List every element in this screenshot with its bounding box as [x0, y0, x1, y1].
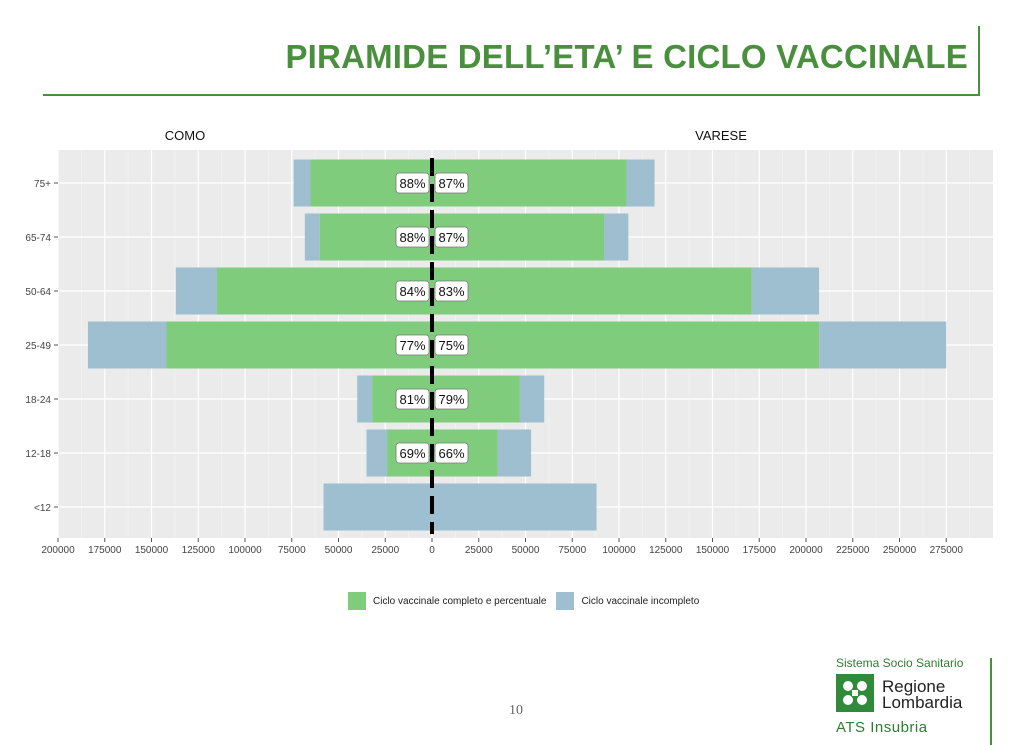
x-tick-label: 150000	[696, 545, 730, 556]
legend-label-incomplete: Ciclo vaccinale incompleto	[581, 595, 700, 607]
percent-label-right: 83%	[438, 284, 464, 299]
logo-side-rule	[990, 658, 992, 745]
y-tick-label: 12-18	[25, 449, 51, 460]
x-tick-label: 150000	[135, 545, 169, 556]
bar-right-complete	[432, 267, 752, 315]
percent-label-box-right	[434, 280, 469, 302]
percent-label-box-left	[395, 388, 430, 410]
x-tick-label: 25000	[371, 545, 399, 556]
bar-left-incomplete	[366, 429, 388, 477]
page-number: 10	[509, 703, 523, 718]
bar-left-incomplete	[304, 213, 320, 261]
x-tick-label: 175000	[88, 545, 122, 556]
y-tick-label: <12	[34, 503, 51, 514]
bar-left-incomplete	[323, 483, 432, 531]
x-tick-label: 50000	[325, 545, 353, 556]
bar-right-incomplete	[497, 429, 532, 477]
logo-system-text: Sistema Socio Sanitario	[836, 656, 964, 670]
percent-label-left: 81%	[399, 392, 425, 407]
logo-ats-text: ATS Insubria	[836, 719, 928, 736]
percent-label-left: 88%	[399, 230, 425, 245]
y-tick-label: 18-24	[25, 395, 51, 406]
bar-right-incomplete	[604, 213, 629, 261]
x-tick-label: 125000	[182, 545, 216, 556]
percent-label-right: 87%	[438, 230, 464, 245]
bar-right-complete	[432, 321, 820, 369]
percent-label-right: 75%	[438, 338, 464, 353]
bar-left-incomplete	[293, 159, 311, 207]
x-tick-label: 100000	[228, 545, 262, 556]
percent-label-box-right	[434, 226, 469, 248]
x-tick-label: 0	[429, 545, 435, 556]
percent-label-left: 88%	[399, 176, 425, 191]
percent-label-left: 77%	[399, 338, 425, 353]
x-tick-label: 225000	[836, 545, 870, 556]
y-tick-label: 75+	[34, 179, 51, 190]
title-side-rule	[978, 26, 980, 96]
bar-right-incomplete	[432, 483, 597, 531]
percent-label-left: 69%	[399, 446, 425, 461]
logo-region-line1: Regione	[882, 677, 946, 696]
bar-right-incomplete	[626, 159, 655, 207]
percent-label-right: 79%	[438, 392, 464, 407]
bar-right-incomplete	[751, 267, 820, 315]
y-tick-label: 65-74	[25, 233, 51, 244]
bar-left-complete	[166, 321, 432, 369]
percent-label-right: 87%	[438, 176, 464, 191]
percent-label-box-left	[395, 172, 430, 194]
bar-right-incomplete	[519, 375, 545, 423]
x-tick-label: 100000	[602, 545, 636, 556]
percent-label-box-right	[434, 388, 469, 410]
regione-lombardia-logo: Sistema Socio Sanitario Regione Lombardi…	[834, 656, 994, 741]
x-tick-label: 175000	[743, 545, 777, 556]
x-tick-label: 75000	[558, 545, 586, 556]
legend-item-incomplete: Ciclo vaccinale incompleto	[556, 592, 699, 610]
x-tick-label: 25000	[465, 545, 493, 556]
lombardia-rose-icon	[836, 674, 874, 712]
bar-left-incomplete	[87, 321, 167, 369]
x-tick-label: 50000	[512, 545, 540, 556]
x-tick-label: 250000	[883, 545, 917, 556]
x-tick-label: 200000	[789, 545, 823, 556]
bar-left-incomplete	[357, 375, 373, 423]
y-tick-label: 50-64	[25, 287, 51, 298]
percent-label-box-left	[395, 442, 430, 464]
panel-label-right: VARESE	[695, 128, 747, 143]
percent-label-right: 66%	[438, 446, 464, 461]
legend-swatch-complete	[348, 592, 366, 610]
bar-left-incomplete	[175, 267, 217, 315]
x-tick-label: 200000	[41, 545, 75, 556]
legend-swatch-incomplete	[556, 592, 575, 610]
x-tick-label: 275000	[930, 545, 964, 556]
logo-region-line2: Lombardia	[882, 693, 963, 712]
percent-label-box-right	[434, 442, 469, 464]
x-tick-label: 75000	[278, 545, 306, 556]
panel-label-left: COMO	[165, 128, 205, 143]
percent-label-box-left	[395, 334, 430, 356]
legend-label-complete: Ciclo vaccinale completo e percentuale	[373, 595, 547, 607]
page-title: PIRAMIDE DELL’ETA’ E CICLO VACCINALE	[285, 38, 968, 75]
title-underline	[43, 94, 980, 96]
y-tick-label: 25-49	[25, 341, 51, 352]
percent-label-left: 84%	[399, 284, 425, 299]
x-tick-label: 125000	[649, 545, 683, 556]
percent-label-box-left	[395, 226, 430, 248]
percent-label-box-right	[434, 172, 469, 194]
percent-label-box-right	[434, 334, 469, 356]
percent-label-box-left	[395, 280, 430, 302]
chart-legend: Ciclo vaccinale completo e percentuale C…	[348, 592, 709, 610]
legend-item-complete: Ciclo vaccinale completo e percentuale	[348, 592, 546, 610]
population-pyramid-chart: COMO VARESE 200000 175000 150000 125000 100000…	[25, 128, 993, 556]
bar-right-incomplete	[819, 321, 947, 369]
